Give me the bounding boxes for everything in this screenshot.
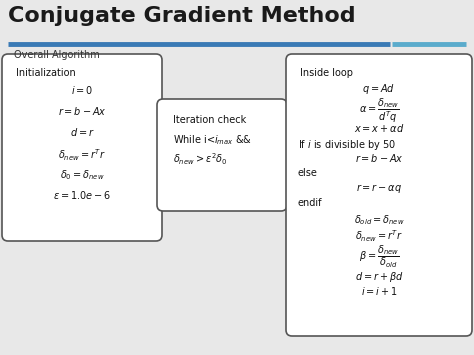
Text: else: else bbox=[298, 168, 318, 178]
Text: $x = x + \alpha d$: $x = x + \alpha d$ bbox=[354, 122, 404, 134]
Text: While i<$i_{max}$ &&: While i<$i_{max}$ && bbox=[173, 133, 252, 147]
Text: $\beta = \dfrac{\delta_{new}}{\delta_{old}}$: $\beta = \dfrac{\delta_{new}}{\delta_{ol… bbox=[359, 243, 399, 270]
Text: $i = 0$: $i = 0$ bbox=[71, 84, 93, 96]
FancyBboxPatch shape bbox=[157, 99, 287, 211]
Text: $d = r + \beta d$: $d = r + \beta d$ bbox=[355, 270, 403, 284]
Text: endif: endif bbox=[298, 198, 322, 208]
Text: Inside loop: Inside loop bbox=[300, 68, 353, 78]
Text: Initialization: Initialization bbox=[16, 68, 76, 78]
Text: Iteration check: Iteration check bbox=[173, 115, 246, 125]
Text: $\delta_{new} = r^T r$: $\delta_{new} = r^T r$ bbox=[58, 147, 106, 163]
Text: $\epsilon = 1.0e - 6$: $\epsilon = 1.0e - 6$ bbox=[53, 189, 111, 201]
Text: $\delta_{old} = \delta_{new}$: $\delta_{old} = \delta_{new}$ bbox=[354, 213, 404, 227]
Text: $\delta_0 = \delta_{new}$: $\delta_0 = \delta_{new}$ bbox=[60, 168, 104, 182]
Text: $d = r$: $d = r$ bbox=[70, 126, 94, 138]
Text: $r = r - \alpha q$: $r = r - \alpha q$ bbox=[356, 182, 402, 195]
FancyBboxPatch shape bbox=[286, 54, 472, 336]
Text: $\delta_{new} = r^T r$: $\delta_{new} = r^T r$ bbox=[355, 228, 403, 244]
Text: Conjugate Gradient Method: Conjugate Gradient Method bbox=[8, 6, 356, 26]
Text: $r = b - Ax$: $r = b - Ax$ bbox=[58, 105, 106, 117]
Text: $q = Ad$: $q = Ad$ bbox=[363, 82, 395, 96]
Text: $r = b - Ax$: $r = b - Ax$ bbox=[355, 152, 403, 164]
Text: If $i$ is divisible by 50: If $i$ is divisible by 50 bbox=[298, 138, 396, 152]
Text: $\alpha = \dfrac{\delta_{new}}{d^T q}$: $\alpha = \dfrac{\delta_{new}}{d^T q}$ bbox=[359, 96, 400, 125]
FancyBboxPatch shape bbox=[2, 54, 162, 241]
Text: $\delta_{new} > \epsilon^2 \delta_0$: $\delta_{new} > \epsilon^2 \delta_0$ bbox=[173, 151, 228, 166]
Text: $i = i + 1$: $i = i + 1$ bbox=[361, 285, 397, 297]
Text: Overall Algorithm: Overall Algorithm bbox=[14, 50, 100, 60]
